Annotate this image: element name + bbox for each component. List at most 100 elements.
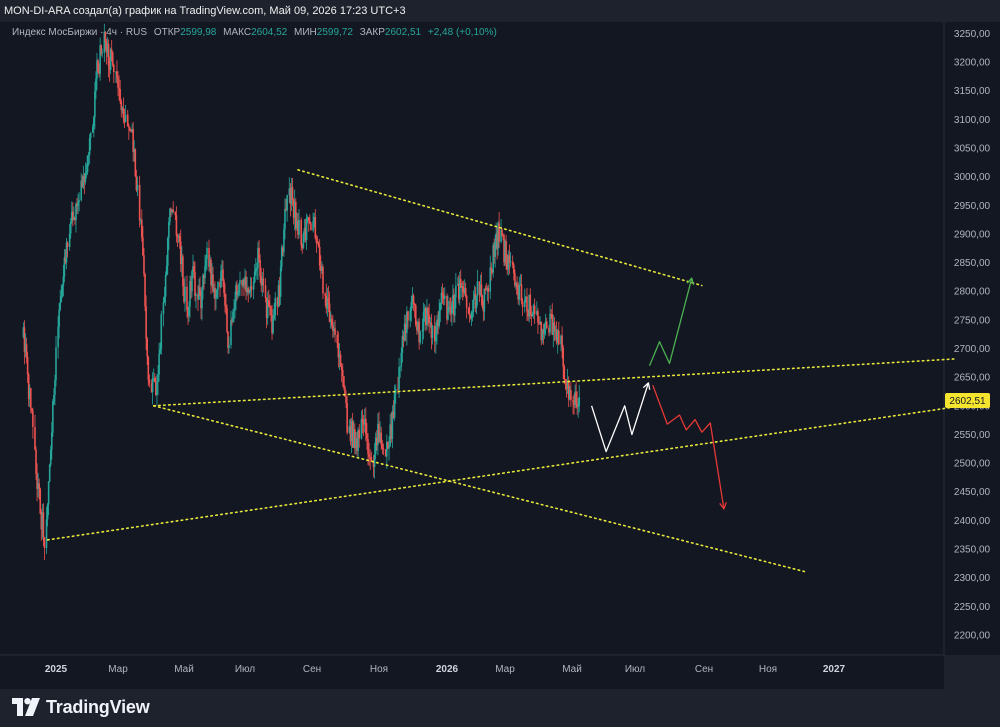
candle-body [293, 201, 296, 218]
candle-body [300, 219, 302, 246]
candle-body [541, 329, 544, 341]
candle-body [489, 267, 492, 292]
candle-body [558, 330, 560, 345]
candle-body [471, 311, 474, 313]
trendline[interactable] [297, 169, 703, 287]
candle-body [47, 481, 50, 505]
candle-body [480, 284, 483, 296]
candle-body [417, 321, 419, 331]
candle-body [441, 292, 444, 296]
candle-body [28, 387, 31, 400]
candle-body [261, 278, 264, 286]
candle-body [388, 446, 390, 449]
candle-body [363, 418, 366, 425]
candle-body [518, 284, 521, 300]
footer: TradingView [0, 689, 1000, 727]
price-axis[interactable]: 3250,00 3200,00 3150,00 3100,00 3050,00 3000,… [954, 29, 991, 642]
candle-body [52, 401, 54, 433]
candle-body [248, 291, 251, 293]
projection-path[interactable] [590, 382, 650, 453]
legend-open-value: 2599,98 [180, 27, 217, 38]
candle-body [225, 305, 227, 309]
candle-body [142, 237, 144, 256]
candle-body [279, 266, 282, 297]
candle-body [453, 295, 455, 316]
candle-body [214, 287, 216, 299]
projection-path[interactable] [648, 277, 693, 366]
candle-body [324, 293, 326, 296]
legend-close-value: 2602,51 [384, 27, 422, 38]
trendline[interactable] [46, 404, 964, 541]
candle-body [37, 483, 39, 489]
candle-body [255, 268, 257, 272]
time-tick-label: Май [562, 664, 582, 675]
candle-body [313, 216, 315, 222]
candle-body [91, 126, 94, 133]
candle-body [337, 343, 340, 358]
candle-body [58, 309, 60, 327]
tradingview-brand: TradingView [46, 696, 150, 717]
candle-body [133, 149, 136, 153]
candle-body [164, 275, 167, 297]
trendline[interactable] [152, 404, 807, 573]
candle-body [526, 296, 528, 312]
candle-body [357, 429, 359, 451]
candle-body [238, 283, 240, 293]
candle-body [249, 286, 252, 292]
candle-body [411, 295, 414, 303]
candle-body [51, 432, 53, 450]
candle-body [122, 107, 125, 119]
candle-body [439, 302, 442, 311]
candle-body [519, 284, 522, 286]
candle-body [452, 295, 454, 305]
candle-body [464, 288, 467, 296]
time-axis[interactable]: 2025 Мар Май Июл Сен Ноя 2026 Мар Май Июл Сен Ноя 20… [45, 664, 846, 675]
candle-body [85, 172, 88, 174]
candle-body [421, 329, 424, 332]
candle-body [567, 380, 570, 400]
candle-body [291, 187, 294, 201]
candle-body [146, 338, 149, 357]
candle-body [457, 283, 459, 286]
candle-body [552, 322, 555, 335]
time-tick-label: Июл [625, 664, 645, 675]
candlestick-chart[interactable]: 3250,00 3200,00 3150,00 3100,00 3050,00 3000,… [0, 22, 1000, 689]
candle-body [366, 433, 368, 440]
candle-body [370, 457, 373, 461]
candle-body [202, 275, 204, 288]
candle-body [334, 328, 336, 335]
candle-body [288, 188, 291, 196]
candle-body [177, 236, 180, 237]
candle-body [124, 114, 127, 123]
candle-body [272, 318, 274, 334]
tradingview-logo[interactable]: TradingView [12, 695, 150, 719]
projection-path[interactable] [652, 384, 725, 510]
candle-body [577, 405, 579, 408]
candle-body [419, 331, 422, 343]
candle-body [504, 240, 506, 263]
price-tick-label: 3200,00 [954, 58, 991, 69]
candle-body [479, 284, 482, 295]
candle-body [189, 281, 191, 307]
candle-body [274, 297, 277, 316]
trendline[interactable] [152, 357, 959, 407]
candle-body [168, 222, 170, 238]
candle-body [422, 311, 425, 330]
price-tick-label: 2300,00 [954, 573, 991, 584]
chart-area[interactable]: 3250,00 3200,00 3150,00 3100,00 3050,00 3000,… [0, 22, 1000, 689]
candle-body [147, 356, 150, 380]
candle-body [378, 423, 380, 442]
candle-body [289, 188, 292, 204]
candle-body [100, 45, 102, 54]
candle-body [199, 287, 201, 296]
candle-body [501, 229, 503, 235]
candle-body [548, 328, 550, 333]
candle-body [550, 313, 552, 315]
candle-body [391, 411, 394, 439]
candle-body [216, 289, 218, 298]
candle-body [59, 302, 61, 310]
candle-body [500, 229, 502, 242]
candle-body [574, 391, 576, 405]
candle-body [507, 255, 510, 270]
candle-body [241, 280, 243, 286]
